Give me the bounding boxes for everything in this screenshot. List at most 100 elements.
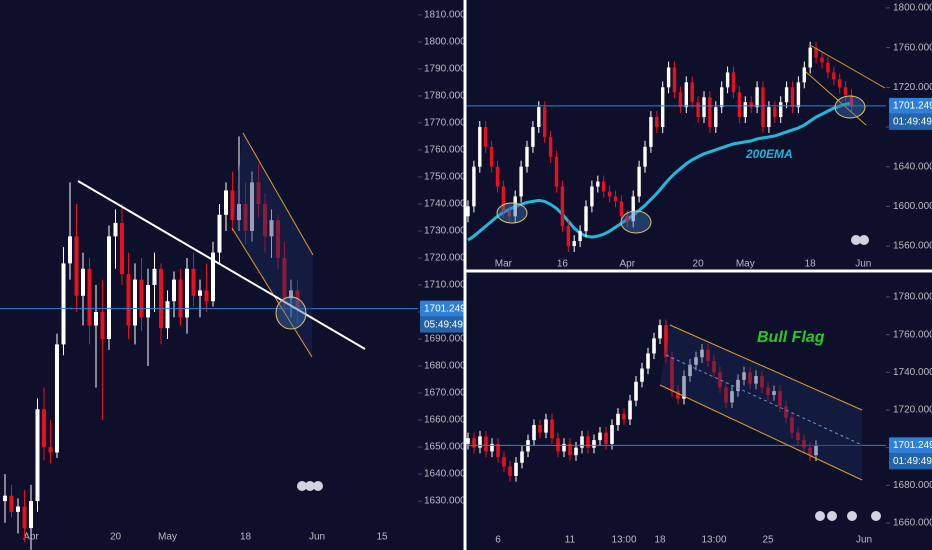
candle-body [484,127,488,147]
candle-body [688,364,692,377]
candle-body [495,166,500,187]
candle-body [748,372,752,384]
candle-body [525,146,529,167]
y-tick-label: 1710.000 [424,280,466,291]
y-tick-label: 1660.000 [424,415,466,426]
price-label: 1701.249 [893,101,932,112]
candle-body [472,438,476,448]
candle-body [29,501,33,529]
candle-body [282,257,287,299]
event-icon [859,235,869,245]
candle-body [690,82,694,103]
y-tick-label: 1760.000 [893,42,932,53]
candle-body [478,436,482,448]
y-tick-label: 1760.000 [424,145,466,156]
y-tick-label: 1810.000 [424,9,466,20]
candle-body [554,156,559,187]
x-tick-label: 18 [240,532,252,543]
candle-body [784,87,789,103]
channel-fill [660,325,862,480]
candle-body [832,72,836,80]
candle-body [289,290,293,299]
candle-body [42,409,46,448]
x-tick-label: 20 [693,259,705,270]
candle-body [649,117,653,147]
candle-body [566,226,570,247]
candle-body [501,186,506,212]
candle-body [146,284,150,318]
candle-body [658,325,662,339]
x-tick-label: Mar [495,259,513,270]
candle-body [586,436,590,448]
candle-body [802,67,806,83]
candle-body [628,400,632,420]
candle-body [778,391,782,407]
candle-body [619,201,624,217]
event-icon [313,481,323,491]
candle-body [35,409,40,502]
candle-body [725,72,730,88]
candle-body [664,325,668,358]
y-tick-label: 1730.000 [424,226,466,237]
x-tick-label: 25 [762,535,774,546]
candle-body [562,443,566,452]
candle-body [766,387,770,395]
candle-body [796,82,801,108]
channel-fill [232,133,313,357]
y-tick-label: 1790.000 [424,64,466,75]
candle-body [48,447,53,453]
candle-body [466,206,470,217]
price-label-box [889,437,932,454]
highlight-circle [834,95,866,119]
countdown: 05:49:49 [424,319,463,330]
candle-body [672,67,677,93]
candle-body [760,376,764,388]
candle-body [773,107,777,118]
candle-body [568,443,572,456]
candle-body [749,102,753,108]
candle-body [538,425,542,433]
candle-body [802,440,806,448]
candle-body [61,263,66,345]
candle-body [784,406,788,418]
candle-body [81,268,85,296]
y-tick-label: 1740.000 [893,367,932,378]
y-tick-label: 1750.000 [424,172,466,183]
y-tick-label: 1780.000 [893,292,932,303]
x-tick-label: May [158,532,177,543]
candle-body [684,82,688,108]
x-tick-label: 18 [654,535,666,546]
candle-body [544,419,548,433]
candle-body [94,312,98,326]
candle-body [531,127,535,147]
candle-body [694,357,698,365]
candle-body [772,391,776,395]
candle-body [843,87,848,96]
candle-body [572,241,576,247]
candle-body [514,462,518,476]
ema-label: 200EMA [745,147,793,161]
y-tick-label: 1720.000 [893,82,932,93]
candle-body [178,279,183,318]
candle-body [489,146,494,167]
price-label-box [420,300,466,317]
candle-body [708,97,712,127]
candle-body [616,413,620,426]
y-tick-label: 1800.000 [893,3,932,14]
candle-body [224,190,228,215]
candle-body [560,186,565,227]
candle-body [250,182,254,231]
candle-body [100,312,105,340]
candle-body [537,107,541,127]
candle-body [720,87,724,108]
countdown-box [889,453,932,470]
candle-body [269,220,274,237]
event-icon [815,511,825,521]
candle-body [637,166,641,197]
candle-body [790,87,795,108]
candle-body [9,495,14,512]
candle-body [826,62,830,73]
x-tick-label: Jun [856,535,872,546]
candle-body [754,376,758,384]
